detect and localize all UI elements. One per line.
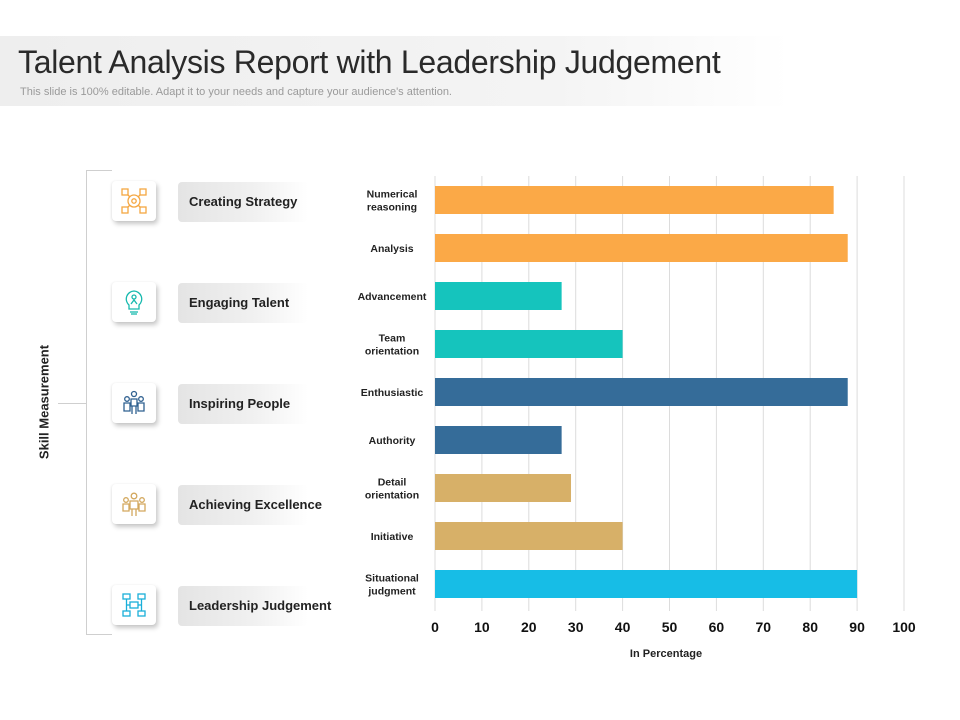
bar [435,186,834,214]
tick-label: 30 [568,619,584,635]
bracket-line [86,170,87,635]
category-label: Team [379,333,406,345]
bar [435,570,858,598]
tick-label: 90 [849,619,865,635]
category-label: orientation [365,346,419,358]
bracket-top [86,170,112,171]
tick-label: 70 [756,619,772,635]
bar [435,426,562,454]
lightbulb-person-icon [112,282,156,322]
category-label: Authority [369,435,416,447]
bar [435,474,572,502]
category-label: Initiative [371,531,414,543]
category-label: Enthusiastic [361,387,424,399]
tick-label: 50 [662,619,678,635]
page-subtitle: This slide is 100% editable. Adapt it to… [20,86,452,98]
bracket-connector [58,403,86,404]
strategy-icon [112,181,156,221]
skill-label-box [178,485,308,525]
category-label: orientation [365,490,419,502]
skill-label: Engaging Talent [189,295,290,310]
skill-label-box [178,283,308,323]
tick-label: 80 [802,619,818,635]
skill-label: Leadership Judgement [189,598,332,613]
skill-label: Creating Strategy [189,194,298,209]
category-label: Analysis [370,243,413,255]
bar [435,522,623,550]
x-axis-title: In Percentage [630,648,702,660]
team-icon [112,484,156,524]
tick-label: 60 [709,619,725,635]
skill-label-box [178,182,308,222]
bar [435,234,848,262]
category-label: Advancement [358,291,427,303]
category-label: Detail [378,477,407,489]
tick-label: 100 [892,619,916,635]
bar [435,330,623,358]
category-label: Numerical [367,189,418,201]
skill-label: Inspiring People [189,396,291,411]
skill-measurement-label: Skill Measurement [36,344,52,460]
tick-label: 0 [431,619,439,635]
skill-label-box [178,586,308,626]
header-band [0,36,790,106]
bar [435,378,848,406]
flowchart-icon [112,585,156,625]
tick-label: 40 [615,619,631,635]
people-group-icon [112,383,156,423]
page-title: Talent Analysis Report with Leadership J… [18,44,721,80]
bracket-bottom [86,634,112,635]
skill-label-box [178,384,308,424]
category-label: Situational [365,573,419,585]
skill-label: Achieving Excellence [189,497,322,512]
category-label: reasoning [367,202,417,214]
tick-label: 10 [474,619,490,635]
bar [435,282,562,310]
category-label: judgment [367,586,416,598]
tick-label: 20 [521,619,537,635]
